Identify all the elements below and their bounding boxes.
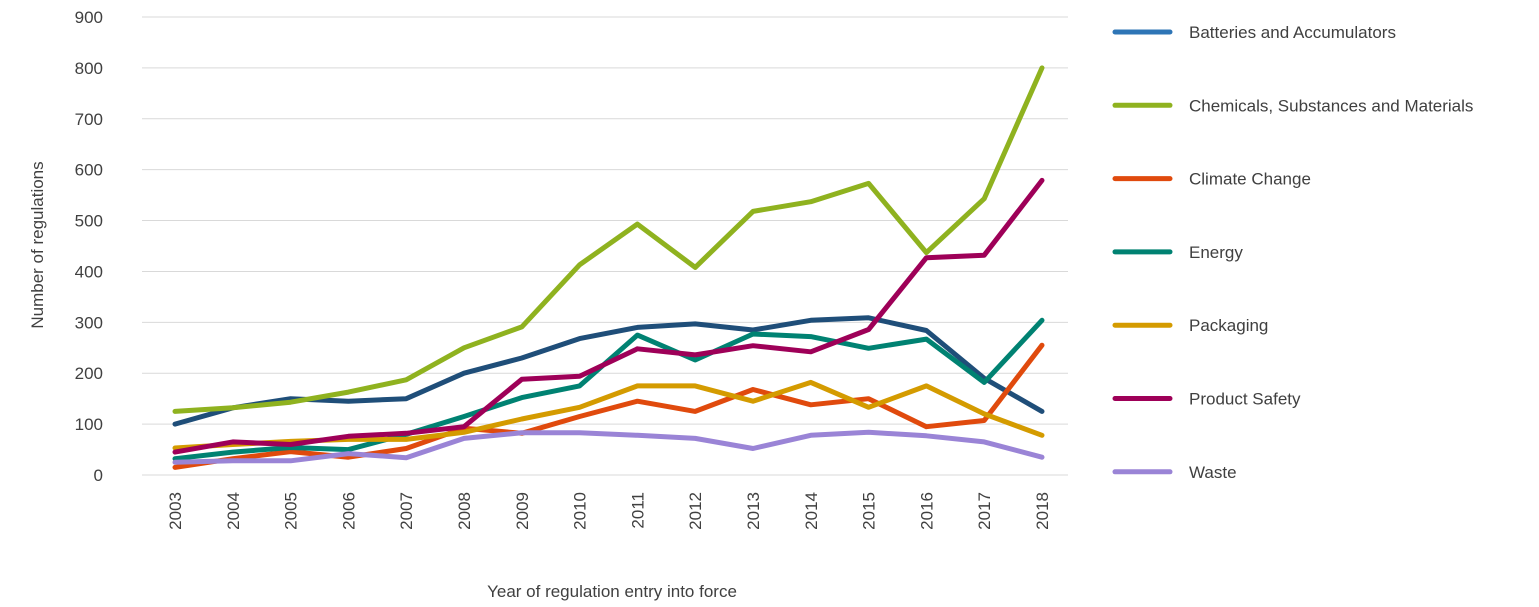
x-axis-ticks: 2003 2004 2005 2006 2007 2008 2009 2010 2011 2012… bbox=[166, 492, 1052, 530]
series-line-batteries-and-accumulators bbox=[172, 315, 1045, 427]
legend-item: Chemicals, Substances and Materials bbox=[1112, 96, 1473, 115]
legend-item: Product Safety bbox=[1112, 390, 1301, 409]
legend-item: Climate Change bbox=[1112, 170, 1311, 189]
x-tick-label: 2012 bbox=[686, 492, 705, 530]
legend: Batteries and Accumulators Chemicals, Sub… bbox=[1112, 23, 1473, 482]
x-tick-label: 2014 bbox=[802, 492, 821, 530]
y-axis-ticks: 0 100 200 300 400 500 600 700 800 900 bbox=[75, 8, 103, 485]
x-tick-label: 2008 bbox=[455, 492, 474, 530]
legend-label: Batteries and Accumulators bbox=[1189, 23, 1396, 42]
y-tick-label: 200 bbox=[75, 364, 103, 383]
x-tick-label: 2015 bbox=[860, 492, 879, 530]
x-tick-label: 2016 bbox=[917, 492, 936, 530]
y-axis-title: Number of regulations bbox=[28, 161, 47, 328]
x-tick-label: 2013 bbox=[744, 492, 763, 530]
series-line-packaging bbox=[172, 379, 1045, 451]
y-tick-label: 700 bbox=[75, 110, 103, 129]
legend-label: Chemicals, Substances and Materials bbox=[1189, 96, 1473, 115]
series-line-climate-change bbox=[172, 342, 1045, 470]
legend-item: Packaging bbox=[1112, 316, 1268, 335]
series-lines bbox=[172, 65, 1045, 470]
y-tick-label: 400 bbox=[75, 262, 103, 281]
series-line-waste bbox=[172, 429, 1045, 465]
x-tick-label: 2010 bbox=[571, 492, 590, 530]
legend-item: Energy bbox=[1112, 243, 1243, 262]
series-line-chemicals-substances-and-materials bbox=[172, 65, 1045, 414]
legend-label: Product Safety bbox=[1189, 390, 1301, 409]
series-line-product-safety bbox=[172, 177, 1045, 455]
y-tick-label: 900 bbox=[75, 8, 103, 27]
x-tick-label: 2005 bbox=[282, 492, 301, 530]
x-tick-label: 2007 bbox=[397, 492, 416, 530]
y-tick-label: 600 bbox=[75, 161, 103, 180]
y-tick-label: 800 bbox=[75, 59, 103, 78]
y-tick-label: 100 bbox=[75, 415, 103, 434]
x-tick-label: 2003 bbox=[166, 492, 185, 530]
x-tick-label: 2017 bbox=[975, 492, 994, 530]
y-tick-label: 500 bbox=[75, 212, 103, 231]
y-tick-label: 0 bbox=[94, 466, 103, 485]
legend-label: Packaging bbox=[1189, 316, 1268, 335]
y-tick-label: 300 bbox=[75, 313, 103, 332]
x-tick-label: 2018 bbox=[1033, 492, 1052, 530]
legend-item: Waste bbox=[1112, 463, 1237, 482]
gridlines bbox=[142, 16, 1068, 476]
legend-label: Waste bbox=[1189, 463, 1237, 482]
x-axis-title: Year of regulation entry into force bbox=[487, 582, 737, 601]
x-tick-label: 2004 bbox=[224, 492, 243, 530]
legend-label: Climate Change bbox=[1189, 170, 1311, 189]
x-tick-label: 2006 bbox=[339, 492, 358, 530]
legend-item: Batteries and Accumulators bbox=[1112, 23, 1396, 42]
x-tick-label: 2009 bbox=[513, 492, 532, 530]
x-tick-label: 2011 bbox=[628, 492, 647, 529]
legend-label: Energy bbox=[1189, 243, 1243, 262]
